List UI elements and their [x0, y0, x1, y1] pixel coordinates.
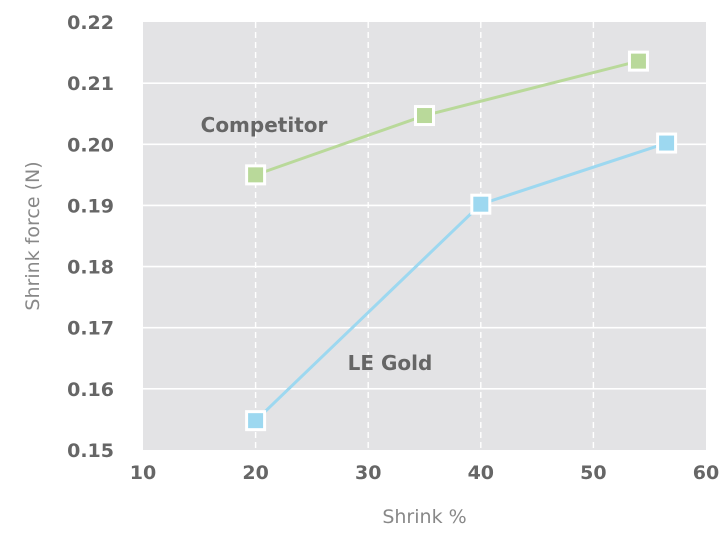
- x-tick-label: 50: [580, 462, 606, 484]
- data-point: [414, 105, 435, 127]
- y-axis-title: Shrink force (N): [22, 161, 44, 310]
- x-tick-label: 40: [468, 462, 494, 484]
- grid-lines: [143, 22, 706, 450]
- y-tick-label: 0.15: [67, 440, 114, 462]
- y-tick-label: 0.21: [67, 73, 114, 95]
- x-tick-label: 20: [242, 462, 268, 484]
- series-label: Competitor: [201, 113, 328, 137]
- y-tick-label: 0.16: [67, 379, 114, 401]
- y-tick-label: 0.19: [67, 195, 114, 217]
- data-point: [245, 164, 267, 186]
- data-point: [245, 410, 267, 432]
- x-axis-title: Shrink %: [382, 506, 466, 528]
- tick-labels: 0.15 0.16 0.17 0.18 0.19 0.20 0.21 0.22 10 20 30 40…: [67, 12, 719, 484]
- series-label: LE Gold: [348, 351, 433, 375]
- data-point: [470, 193, 492, 215]
- plot-background: [143, 22, 706, 450]
- data-point: [656, 132, 678, 154]
- y-tick-label: 0.18: [67, 257, 114, 279]
- y-tick-label: 0.22: [67, 12, 114, 34]
- series-le-gold: LE Gold: [245, 132, 678, 432]
- y-tick-label: 0.20: [67, 134, 114, 156]
- x-tick-label: 30: [355, 462, 381, 484]
- series-competitor: Competitor: [201, 50, 649, 186]
- x-tick-label: 60: [693, 462, 719, 484]
- y-tick-label: 0.17: [67, 318, 114, 340]
- data-point: [627, 50, 649, 72]
- series-layer: Competitor LE Gold: [201, 50, 678, 432]
- x-tick-label: 10: [130, 462, 156, 484]
